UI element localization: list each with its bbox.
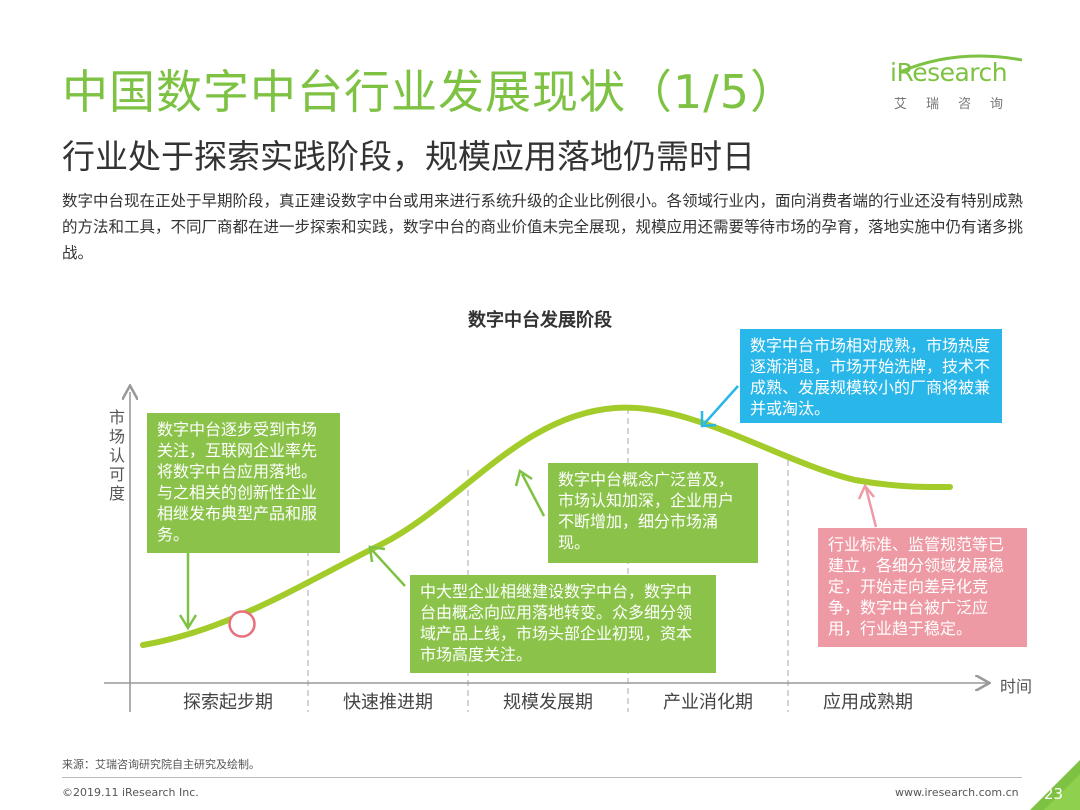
website-link[interactable]: www.iresearch.com.cn <box>895 786 1019 799</box>
y-axis-label: 市场认可度 <box>108 408 125 503</box>
callout-scale-growth: 数字中台概念广泛普及，市场认知加深，企业用户不断增加，细分市场涌现。 <box>548 463 758 563</box>
adoption-curve <box>140 404 953 648</box>
logo-swoosh-icon <box>899 54 1023 74</box>
callout-arrow-2 <box>368 545 406 587</box>
callout-arrow-5 <box>857 483 878 528</box>
source-note: 来源：艾瑞咨询研究院自主研究及绘制。 <box>62 758 260 771</box>
callout-exploration: 数字中台逐步受到市场关注，互联网企业率先将数字中台应用落地。与之相关的创新性企业… <box>147 413 340 553</box>
stage-label: 应用成熟期 <box>823 692 913 713</box>
callout-maturity: 行业标准、监管规范等已建立，各细分领域发展稳定，开始走向差异化竞争，数字中台被广… <box>818 528 1027 647</box>
page-title: 中国数字中台行业发展现状（1/5） <box>62 65 798 119</box>
stage-label: 快速推进期 <box>343 692 433 713</box>
stage-label: 产业消化期 <box>663 692 753 713</box>
logo-chinese: 艾瑞咨询 <box>894 97 1023 112</box>
intro-paragraph: 数字中台现在正处于早期阶段，真正建设数字中台或用来进行系统升级的企业比例很小。各… <box>62 192 1024 262</box>
callout-arrow-3 <box>514 468 546 517</box>
logo-wordmark: iResearch <box>890 58 1008 87</box>
callout-arrow-1 <box>178 552 198 631</box>
copyright: ©2019.11 iResearch Inc. <box>62 786 199 799</box>
callout-consolidation: 数字中台市场相对成熟，市场热度逐渐消退，市场开始洗牌，技术不成熟、发展规模较小的… <box>740 329 1002 423</box>
iresearch-logo: iResearch 艾瑞咨询 <box>890 54 1030 112</box>
x-axis-label: 时间 <box>1000 677 1033 696</box>
page-corner-decoration <box>1030 760 1080 810</box>
diagram-title: 数字中台发展阶段 <box>468 310 612 331</box>
page-subtitle: 行业处于探索实践阶段，规模应用落地仍需时日 <box>62 137 755 176</box>
footer-divider <box>62 777 1022 778</box>
stage-label: 规模发展期 <box>503 692 593 713</box>
page-number: 23 <box>1044 785 1064 803</box>
stage-label: 探索起步期 <box>183 692 273 713</box>
current-stage-marker <box>228 610 256 638</box>
callout-rapid-growth: 中大型企业相继建设数字中台，数字中台由概念向应用落地转变。众多细分领域产品上线，… <box>410 575 716 673</box>
callout-arrow-4 <box>700 385 739 428</box>
